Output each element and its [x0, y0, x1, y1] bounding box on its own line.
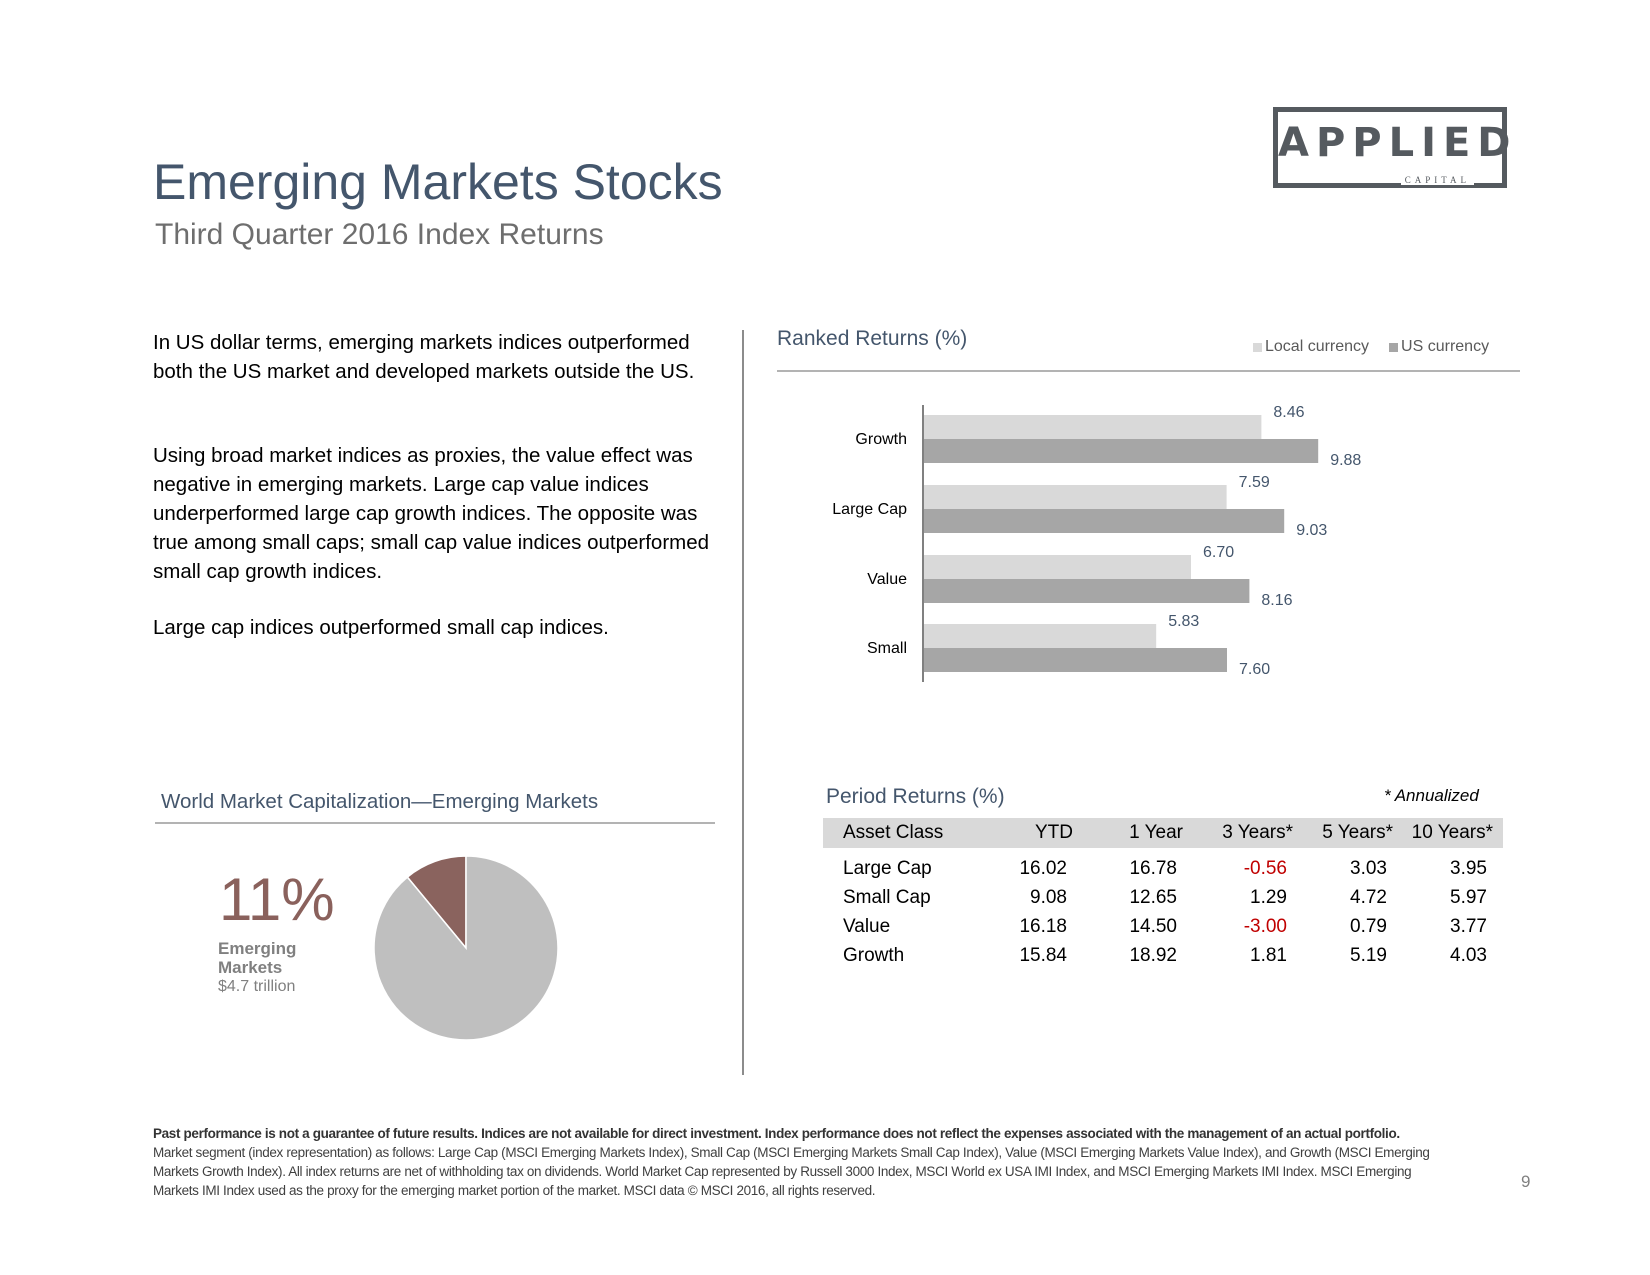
column-header: Asset Class: [823, 818, 1003, 848]
table-row: Small Cap 9.08 12.65 1.29 4.72 5.97: [823, 883, 1503, 912]
ranked-returns-chart: Growth 8.46 9.88 Large Cap 7.59 9.03 Value 6.70…: [832, 404, 1361, 682]
table-cell: 9.08: [1030, 886, 1067, 908]
logo-subtext: CAPITAL: [1400, 175, 1474, 185]
column-header: 1 Year: [1083, 818, 1193, 848]
legend-label-us: US currency: [1401, 338, 1490, 355]
ranked-returns-title: Ranked Returns (%): [777, 327, 968, 350]
emerging-label-line2: Markets: [218, 958, 283, 977]
emerging-label-line1: Emerging: [218, 939, 297, 958]
legend-item-us: US currency: [1389, 338, 1489, 356]
legend-swatch-us: [1389, 342, 1399, 352]
annualized-note: * Annualized: [1384, 786, 1479, 805]
world-cap-rule: [155, 822, 715, 824]
table-cell: 16.78: [1129, 857, 1177, 879]
table-cell: 16.18: [1019, 915, 1067, 937]
page-subtitle: Third Quarter 2016 Index Returns: [155, 218, 604, 251]
table-cell: 4.72: [1350, 886, 1387, 908]
page-number: 9: [1521, 1172, 1531, 1191]
legend-label-local: Local currency: [1265, 338, 1370, 355]
body-paragraph-3: Large cap indices outperformed small cap…: [153, 616, 609, 639]
chart-legend: Local currency US currency: [1253, 338, 1489, 356]
footer-notes: Past performance is not a guarantee of f…: [153, 1124, 1438, 1200]
column-divider: [742, 330, 744, 1075]
emerging-label: Emerging Markets: [218, 939, 296, 977]
world-cap-title: World Market Capitalization—Emerging Mar…: [161, 790, 599, 813]
table-cell: 15.84: [1019, 944, 1067, 966]
world-cap-pie-chart: [373, 855, 559, 1041]
table-cell: 14.50: [1129, 915, 1177, 937]
footer-index-notes: Market segment (index representation) as…: [153, 1145, 1430, 1198]
bar-local-large-cap: [923, 485, 1227, 509]
table-cell: Growth: [843, 944, 905, 966]
category-label: Value: [867, 571, 907, 588]
logo-wordmark: APPLIED: [1278, 120, 1518, 166]
pie-slice-rest: [373, 855, 559, 1041]
data-label: 5.83: [1168, 613, 1199, 630]
bar-us-value: [923, 579, 1250, 603]
table-cell: 1.81: [1250, 944, 1287, 966]
table-row: Large Cap 16.02 16.78 -0.56 3.03 3.95: [823, 848, 1503, 883]
data-label: 9.88: [1330, 452, 1361, 469]
data-label: 7.60: [1239, 661, 1270, 678]
data-label: 9.03: [1296, 522, 1327, 539]
data-label: 8.16: [1261, 592, 1292, 609]
bar-local-growth: [923, 415, 1262, 439]
category-label: Small: [867, 640, 907, 657]
ranked-returns-rule: [777, 370, 1520, 372]
table-cell: 0.79: [1350, 915, 1387, 937]
body-paragraph-2: Using broad market indices as proxies, t…: [153, 444, 710, 583]
table-cell: Large Cap: [843, 857, 932, 879]
column-header: 5 Years*: [1303, 818, 1403, 848]
emerging-percent: 11%: [219, 866, 335, 933]
bar-local-small: [923, 624, 1157, 648]
table-cell: 5.97: [1450, 886, 1487, 908]
page-title: Emerging Markets Stocks: [153, 154, 723, 210]
table-cell: 4.03: [1450, 944, 1487, 966]
table-cell: 18.92: [1129, 944, 1177, 966]
table-cell: 12.65: [1129, 886, 1177, 908]
company-logo: APPLIED CAPITAL: [1273, 107, 1518, 188]
table-cell: 3.03: [1350, 857, 1387, 879]
body-paragraph-1: In US dollar terms, emerging markets ind…: [153, 331, 695, 383]
bar-us-small: [923, 648, 1227, 672]
table-cell: 16.02: [1019, 857, 1067, 879]
table-cell: -0.56: [1243, 857, 1287, 879]
data-label: 6.70: [1203, 544, 1234, 561]
data-label: 8.46: [1273, 404, 1304, 421]
bar-local-value: [923, 555, 1191, 579]
table-row: Growth 15.84 18.92 1.81 5.19 4.03: [823, 941, 1503, 970]
table-cell: Small Cap: [843, 886, 931, 908]
legend-swatch-local: [1253, 342, 1262, 352]
table-cell: 3.77: [1450, 915, 1487, 937]
table-cell: -3.00: [1243, 915, 1287, 937]
category-label: Growth: [855, 431, 907, 448]
footer-disclaimer: Past performance is not a guarantee of f…: [153, 1126, 1400, 1141]
category-label: Large Cap: [832, 501, 907, 518]
period-returns-title: Period Returns (%): [826, 785, 1005, 808]
emerging-value: $4.7 trillion: [218, 978, 296, 995]
table-row: Value 16.18 14.50 -3.00 0.79 3.77: [823, 912, 1503, 941]
table-cell: Value: [843, 915, 891, 937]
bar-us-growth: [923, 439, 1319, 463]
period-returns-table: Asset Class YTD 1 Year 3 Years* 5 Years*…: [823, 818, 1503, 970]
column-header: 3 Years*: [1193, 818, 1303, 848]
column-header: 10 Years*: [1403, 818, 1503, 848]
data-label: 7.59: [1239, 474, 1270, 491]
bar-us-large-cap: [923, 509, 1285, 533]
column-header: YTD: [1003, 818, 1083, 848]
table-cell: 1.29: [1250, 886, 1287, 908]
legend-item-local: Local currency: [1253, 338, 1369, 356]
table-header-row: Asset Class YTD 1 Year 3 Years* 5 Years*…: [823, 818, 1503, 848]
table-cell: 5.19: [1350, 944, 1387, 966]
table-cell: 3.95: [1450, 857, 1487, 879]
